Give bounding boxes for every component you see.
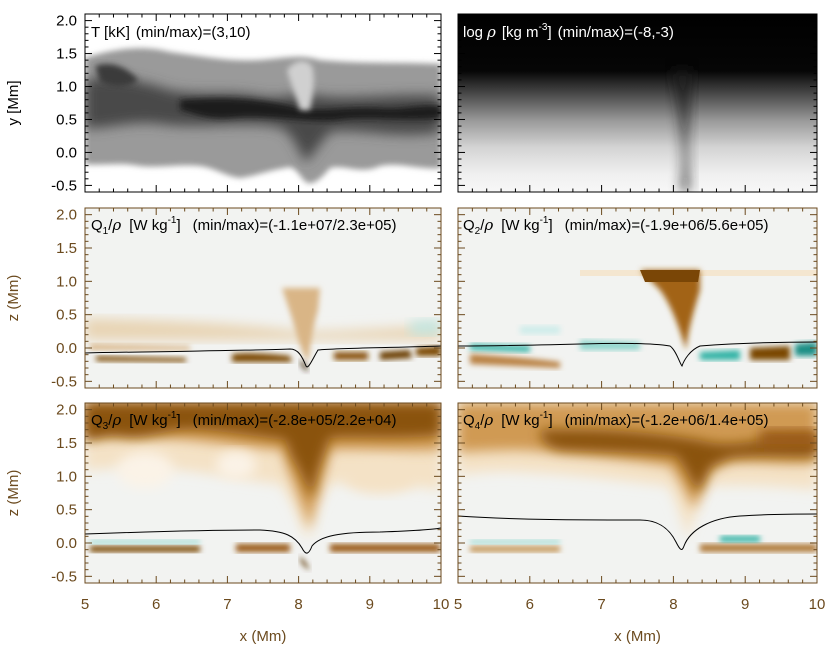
panel-frame <box>457 402 818 584</box>
x-tick-label: 8 <box>294 596 302 613</box>
y-axis-label: z (Mm) <box>5 470 22 517</box>
title-density: log ρ [kg m-3] (min/max)=(-8,-3) <box>463 22 674 41</box>
x-axis-label: x (Mm) <box>240 628 287 645</box>
x-tick-label: 10 <box>433 596 450 613</box>
x-tick-label: 7 <box>597 596 605 613</box>
panel-q4-image <box>458 403 817 583</box>
y-tick-label: 1.5 <box>56 46 77 63</box>
panel-q1-image <box>85 208 441 388</box>
y-tick-label: 0.0 <box>56 535 77 552</box>
svg-text:Q3/ρ[W kg-1](min/max)=(-2.8e+0: Q3/ρ [W kg-1] (min/max)=(-2.8e+05/2.2e+04) <box>91 410 397 432</box>
y-tick-label: -0.5 <box>51 373 77 390</box>
svg-text:Q4/ρ[W kg-1](min/max)=(-1.2e+0: Q4/ρ [W kg-1] (min/max)=(-1.2e+06/1.4e+05) <box>463 410 769 432</box>
x-tick-label: 6 <box>152 596 160 613</box>
y-tick-label: 2.0 <box>56 402 77 419</box>
x-tick-label: 5 <box>454 596 462 613</box>
panel-frame <box>84 402 442 584</box>
y-tick-label: -0.5 <box>51 568 77 585</box>
title-q2: Q2/ρ [W kg-1] (min/max)=(-1.9e+06/5.6e+05) <box>463 215 769 237</box>
x-tick-label: 9 <box>741 596 749 613</box>
y-tick-label: 0.5 <box>56 307 77 324</box>
x-axis-label: x (Mm) <box>614 628 661 645</box>
title-temperature: T [kK] (min/max)=(3,10) <box>91 24 251 41</box>
panel-density-image <box>458 14 817 192</box>
y-tick-label: 1.0 <box>56 273 77 290</box>
x-tick-label: 8 <box>669 596 677 613</box>
y-tick-label: 2.0 <box>56 13 77 30</box>
x-tick-label: 9 <box>366 596 374 613</box>
panel-temperature-image <box>85 14 441 192</box>
x-tick-label: 5 <box>81 596 89 613</box>
panel-frame <box>84 13 442 193</box>
y-tick-label: 2.0 <box>56 207 77 224</box>
y-tick-label: 1.0 <box>56 468 77 485</box>
y-axis-label: z (Mm) <box>5 275 22 322</box>
title-q3: Q3/ρ [W kg-1] (min/max)=(-2.8e+05/2.2e+04) <box>91 410 397 432</box>
svg-text:Q1/ρ[W kg-1](min/max)=(-1.1e+0: Q1/ρ [W kg-1] (min/max)=(-1.1e+07/2.3e+05) <box>91 215 397 237</box>
y-tick-label: -0.5 <box>51 177 77 194</box>
title-q4: Q4/ρ [W kg-1] (min/max)=(-1.2e+06/1.4e+05) <box>463 410 769 432</box>
y-tick-label: 0.0 <box>56 340 77 357</box>
svg-text:Q2/ρ[W kg-1](min/max)=(-1.9e+0: Q2/ρ [W kg-1] (min/max)=(-1.9e+06/5.6e+05) <box>463 215 769 237</box>
y-axis-label: y [Mm] <box>5 81 22 126</box>
y-tick-label: 1.5 <box>56 240 77 257</box>
y-tick-label: 1.5 <box>56 435 77 452</box>
y-tick-label: 0.5 <box>56 502 77 519</box>
tau-unity-line-q2 <box>457 341 818 367</box>
panel-q2-image <box>458 208 817 388</box>
x-tick-label: 6 <box>526 596 534 613</box>
x-tick-label: 7 <box>223 596 231 613</box>
tau-unity-line-q4 <box>457 513 818 550</box>
panel-frame <box>457 207 818 389</box>
panel-frame <box>457 13 818 193</box>
tau-unity-line-q1 <box>84 345 442 368</box>
panel-frame <box>84 207 442 389</box>
y-tick-label: 1.0 <box>56 79 77 96</box>
y-tick-label: 0.0 <box>56 144 77 161</box>
y-tick-label: 0.5 <box>56 111 77 128</box>
title-q1: Q1/ρ [W kg-1] (min/max)=(-1.1e+07/2.3e+05) <box>91 215 397 237</box>
tau-unity-line-q3 <box>84 527 442 554</box>
panel-q3-image <box>85 403 441 583</box>
x-tick-label: 10 <box>809 596 826 613</box>
